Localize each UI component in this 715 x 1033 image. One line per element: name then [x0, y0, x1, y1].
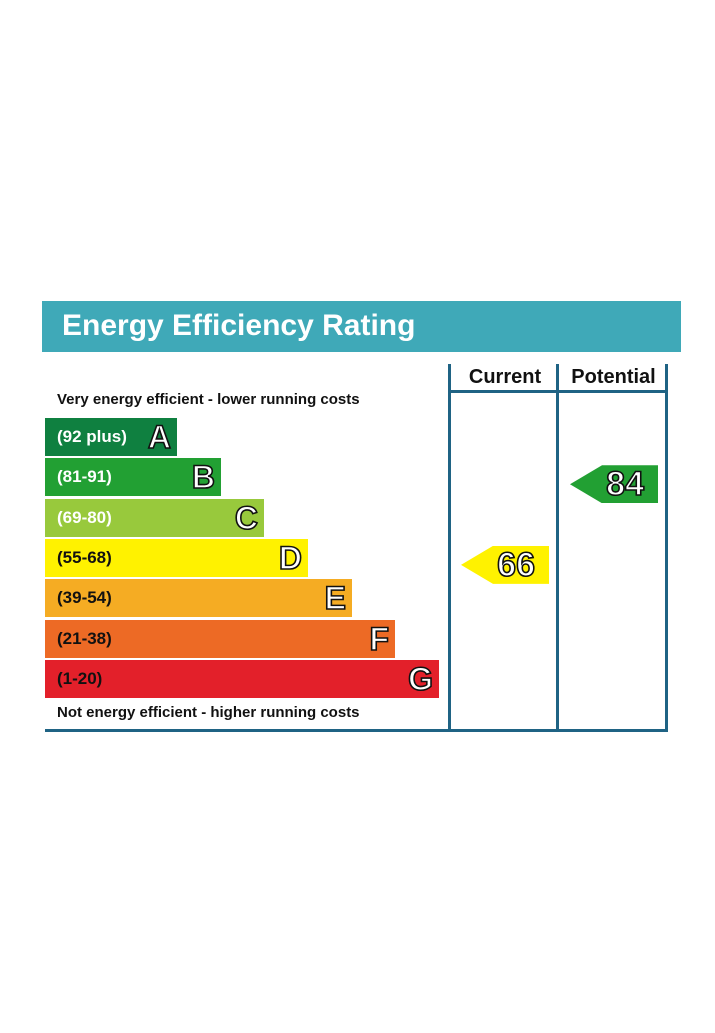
band-range-label: (55-68) — [57, 547, 112, 567]
band-range-label: (39-54) — [57, 588, 112, 608]
band-letter: B — [191, 459, 216, 496]
title-bar: Energy Efficiency Rating — [42, 301, 681, 352]
band-range-label: (92 plus) — [57, 427, 127, 446]
band-a: (92 plus) A — [45, 418, 177, 456]
top-caption: Very energy efficient - lower running co… — [57, 391, 360, 408]
band-letter: C — [234, 499, 259, 536]
potential-rating-arrow-value: 84 — [605, 465, 644, 504]
band-g: (1-20) G — [45, 659, 439, 698]
frame-line-middle — [556, 364, 559, 732]
potential-rating-arrow: 84 — [570, 465, 658, 504]
band-range-label: (1-20) — [57, 668, 103, 688]
frame-line-bottom — [45, 729, 668, 732]
band-letter: D — [278, 539, 303, 576]
column-header-current: Current — [468, 366, 542, 388]
current-rating-arrow-value: 66 — [496, 545, 535, 584]
bottom-caption: Not energy efficient - higher running co… — [57, 704, 360, 721]
frame-line-header — [448, 390, 668, 393]
band-b: (81-91) B — [45, 458, 221, 497]
chart-title: Energy Efficiency Rating — [62, 309, 416, 342]
band-letter: A — [147, 419, 172, 455]
band-range-label: (21-38) — [57, 628, 112, 648]
band-letter: G — [407, 660, 433, 697]
frame-line-left — [448, 364, 451, 732]
band-range-label: (81-91) — [57, 467, 112, 487]
column-header-potential: Potential — [571, 366, 656, 388]
band-c: (69-80) C — [45, 498, 264, 537]
current-rating-arrow: 66 — [461, 545, 549, 584]
band-e: (39-54) E — [45, 579, 352, 618]
band-f: (21-38) F — [45, 619, 395, 658]
band-range-label: (69-80) — [57, 507, 112, 527]
band-letter: E — [324, 580, 347, 617]
band-d: (55-68) D — [45, 538, 308, 577]
frame-line-right — [665, 364, 668, 732]
band-letter: F — [369, 620, 390, 657]
